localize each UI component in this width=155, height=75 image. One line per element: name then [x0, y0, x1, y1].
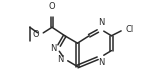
- Text: N: N: [50, 44, 56, 53]
- Text: O: O: [49, 2, 55, 11]
- Text: N: N: [57, 55, 64, 64]
- Text: N: N: [98, 18, 104, 27]
- Text: N: N: [98, 58, 104, 67]
- Text: O: O: [33, 30, 39, 39]
- Text: Cl: Cl: [125, 25, 133, 34]
